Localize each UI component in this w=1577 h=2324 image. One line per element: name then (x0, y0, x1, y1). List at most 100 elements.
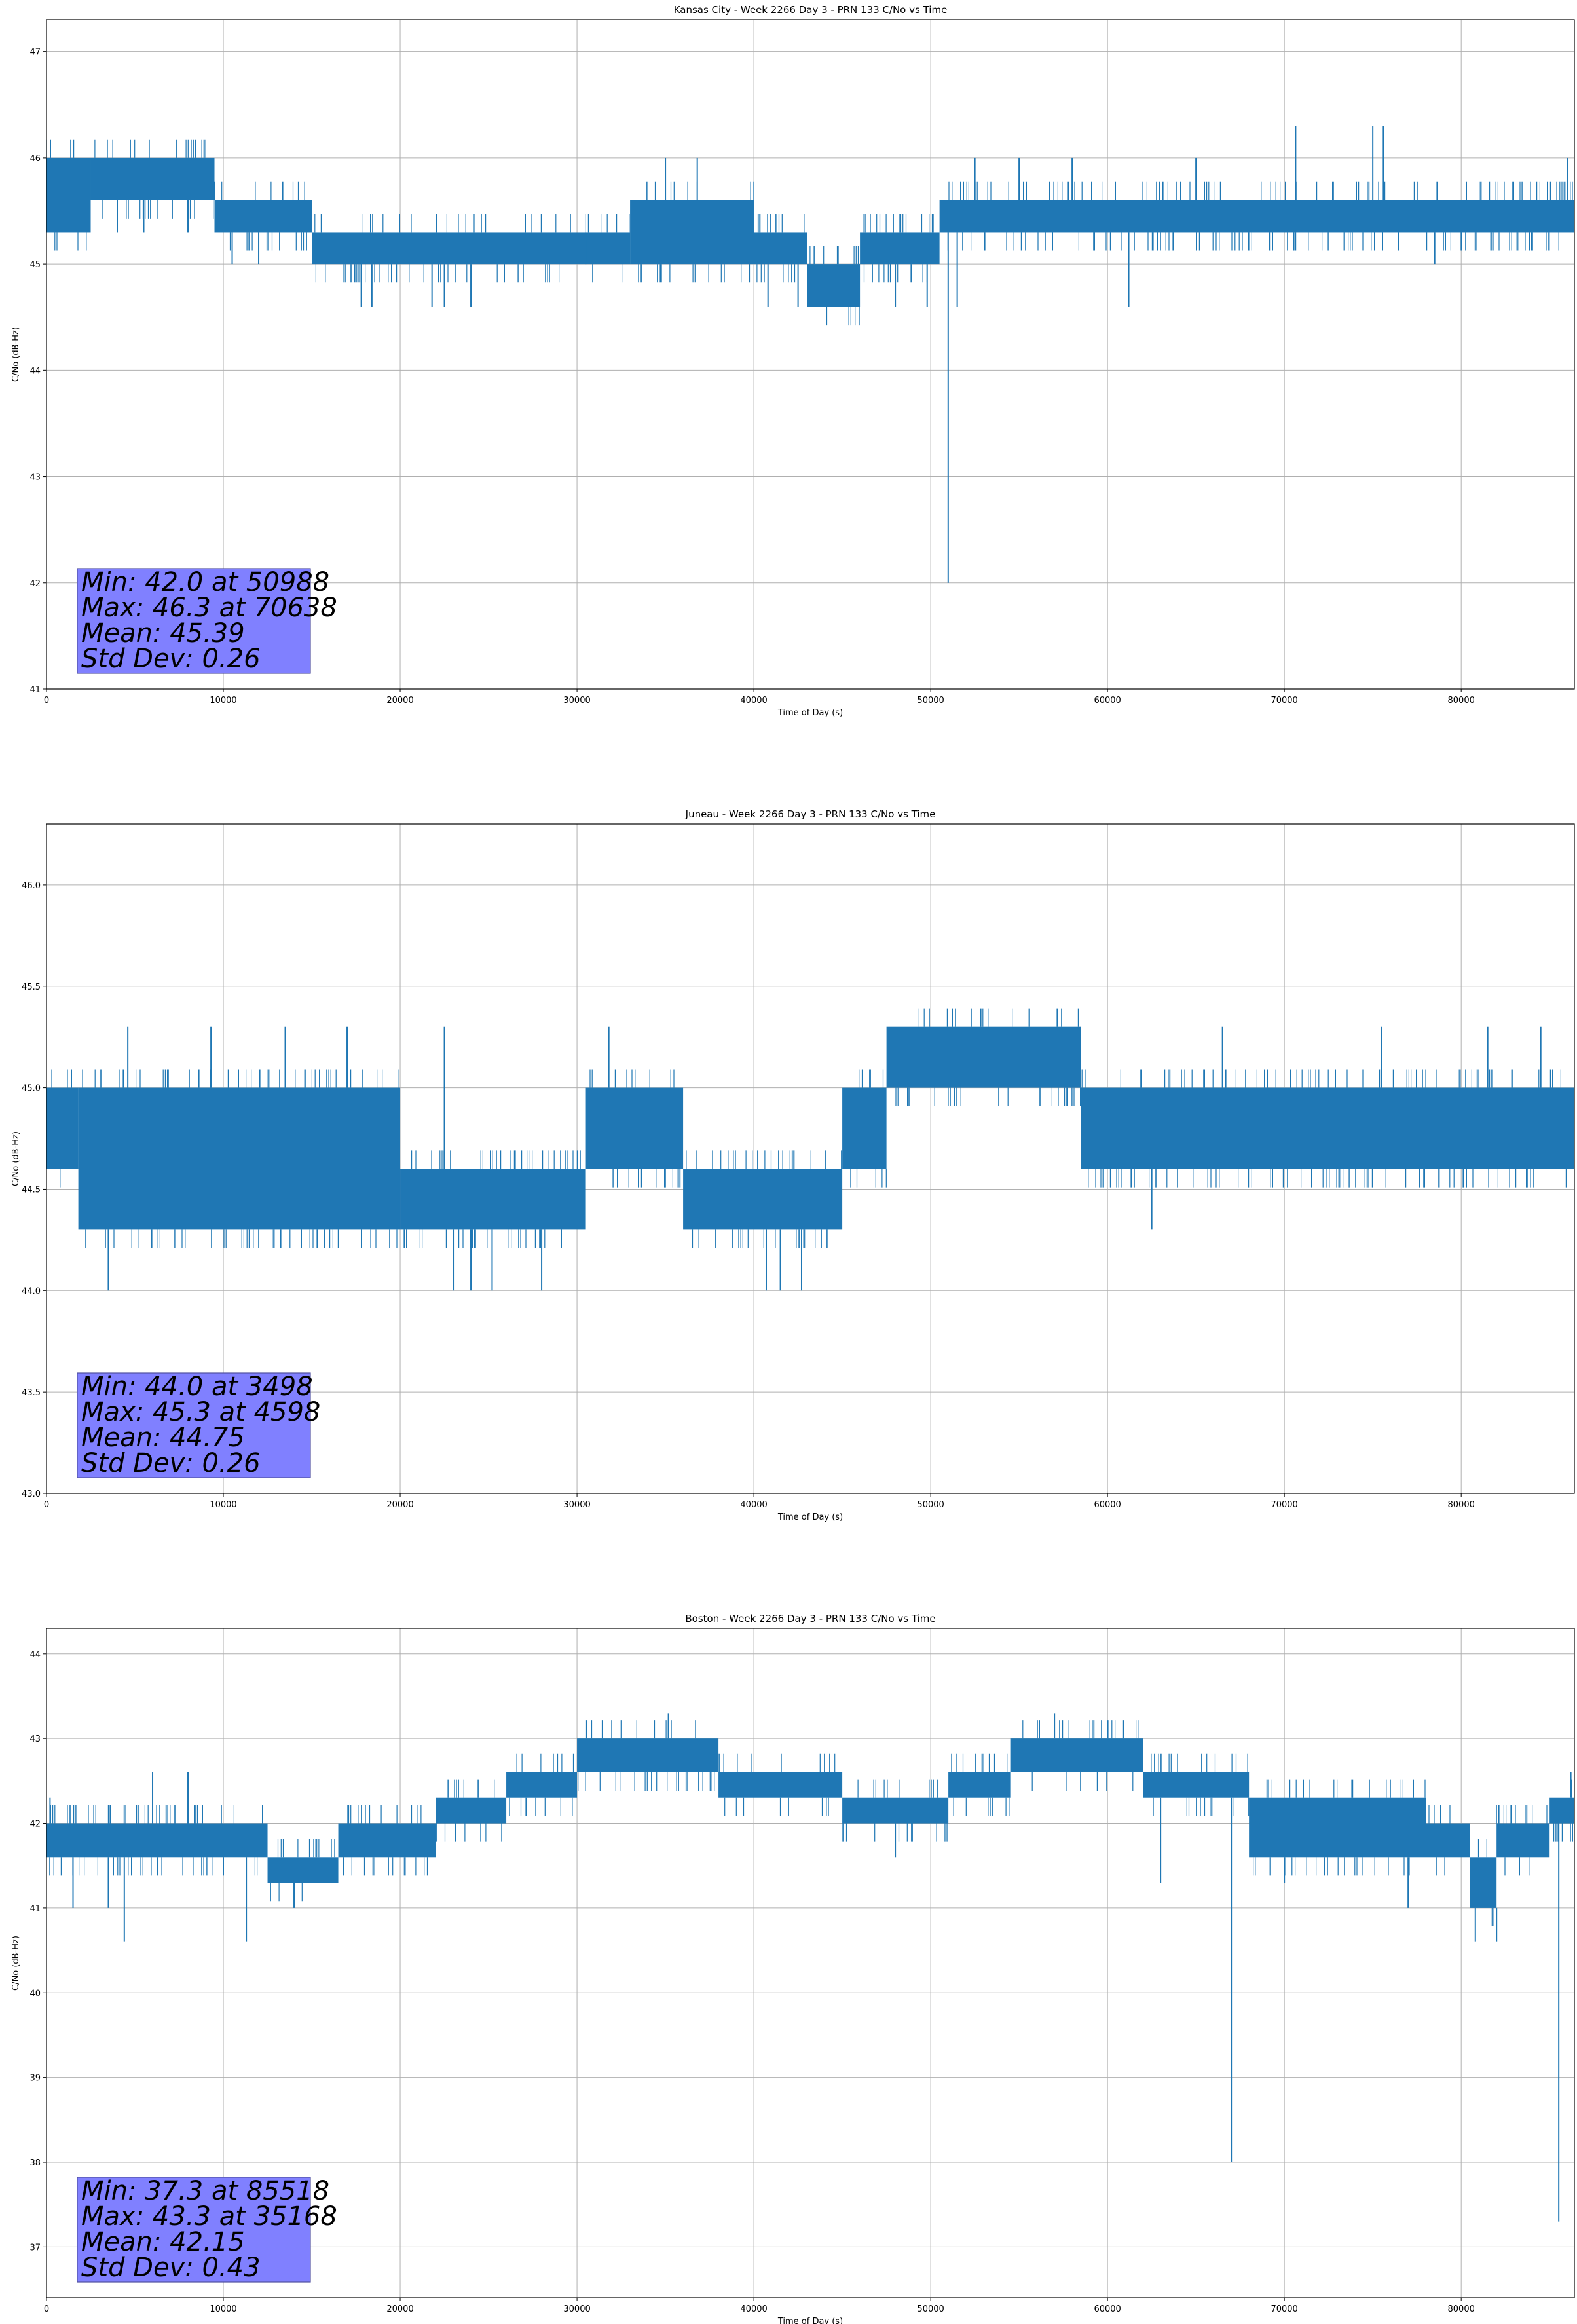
y-tick-label: 37 (29, 2243, 41, 2253)
boston-panel: 0 10000 20000 30000 40000 50000 60000 70000 8000… (11, 1613, 1575, 2324)
y-tick-label: 41 (29, 1904, 41, 1914)
x-tick-label: 20000 (386, 2304, 413, 2314)
x-tick-label: 60000 (1094, 1500, 1121, 1510)
x-axis: 0 10000 20000 30000 40000 50000 60000 70000 8000… (44, 2298, 1475, 2314)
y-tick-label: 44.5 (22, 1185, 41, 1195)
x-tick-label: 50000 (917, 1500, 944, 1510)
x-tick-label: 60000 (1094, 2304, 1121, 2314)
stats-box-background (77, 1372, 311, 1478)
series-band (1010, 1738, 1143, 1772)
series-band (807, 264, 861, 307)
y-axis: 37 38 39 40 41 42 43 44 (29, 1650, 46, 2253)
series-band (1549, 1797, 1574, 1824)
series-band (754, 232, 807, 265)
series-flicker (51, 1008, 1567, 1248)
stats-box-background (77, 2177, 311, 2283)
y-tick-label: 44 (29, 1650, 41, 1660)
x-tick-label: 40000 (740, 2304, 767, 2314)
series-band (338, 1823, 436, 1858)
x-tick-label: 60000 (1094, 696, 1121, 705)
x-tick-label: 0 (44, 1500, 49, 1510)
y-axis: 43.0 43.5 44.0 44.5 45.0 45.5 46.0 (22, 881, 46, 1499)
series-band (718, 1772, 843, 1798)
y-tick-label: 43 (29, 473, 41, 483)
y-tick-label: 42 (29, 1820, 41, 1829)
series-line (46, 126, 1574, 583)
stats-line: Mean: 45.39 (81, 618, 245, 648)
y-tick-label: 41 (29, 685, 41, 695)
chart-title: Juneau - Week 2266 Day 3 - PRN 133 C/No … (685, 808, 936, 820)
y-tick-label: 42 (29, 579, 41, 589)
x-tick-label: 30000 (563, 2304, 590, 2314)
series-line (46, 1008, 1574, 1291)
y-axis-label: C/No (dB-Hz) (11, 1936, 21, 1991)
x-tick-label: 10000 (210, 696, 236, 705)
y-tick-label: 47 (29, 48, 41, 58)
series-band (1249, 1797, 1426, 1858)
stats-line: Min: 37.3 at 85518 (81, 2176, 329, 2206)
y-tick-label: 45.5 (22, 983, 41, 992)
series-band (90, 157, 215, 200)
series-band (1496, 1823, 1550, 1858)
stats-line: Mean: 44.75 (81, 1423, 245, 1453)
kansas-city-panel: 0 10000 20000 30000 40000 50000 60000 70000 8000… (11, 4, 1575, 718)
stats-line: Mean: 42.15 (81, 2227, 245, 2257)
x-tick-label: 0 (44, 696, 49, 705)
y-tick-label: 44 (29, 366, 41, 376)
series-band (78, 1087, 401, 1230)
series-band (948, 1772, 1011, 1798)
axes-frame (46, 823, 1575, 1494)
y-tick-label: 38 (29, 2158, 41, 2168)
x-tick-label: 70000 (1271, 1500, 1297, 1510)
x-tick-label: 50000 (917, 2304, 944, 2314)
series-band (1426, 1823, 1470, 1858)
x-axis-label: Time of Day (s) (777, 708, 843, 718)
y-tick-label: 45 (29, 260, 41, 270)
series-band (939, 200, 1574, 233)
x-tick-label: 80000 (1448, 696, 1475, 705)
x-tick-label: 0 (44, 2304, 49, 2314)
x-tick-label: 20000 (386, 696, 413, 705)
y-tick-label: 46 (29, 154, 41, 164)
y-tick-label: 46.0 (22, 881, 41, 891)
series-band (506, 1772, 578, 1798)
series-band (1470, 1857, 1497, 1908)
x-tick-label: 70000 (1271, 2304, 1297, 2314)
y-tick-label: 40 (29, 1989, 41, 1998)
series-band (46, 1087, 79, 1169)
juneau-panel: 0 10000 20000 30000 40000 50000 60000 70000 8000… (11, 808, 1575, 1522)
x-tick-label: 80000 (1448, 2304, 1475, 2314)
y-tick-label: 43 (29, 1734, 41, 1744)
series-line (46, 1713, 1574, 2222)
x-tick-label: 50000 (917, 696, 944, 705)
x-tick-label: 40000 (740, 696, 767, 705)
series-band (46, 1823, 268, 1858)
x-axis: 0 10000 20000 30000 40000 50000 60000 70000 8000… (44, 1493, 1475, 1510)
axes-frame (46, 1628, 1575, 2298)
x-axis-label: Time of Day (s) (777, 2317, 843, 2324)
series-band (436, 1797, 507, 1824)
x-tick-label: 80000 (1448, 1500, 1475, 1510)
axes-frame (46, 19, 1575, 690)
stats-line: Min: 44.0 at 3498 (81, 1372, 313, 1402)
y-axis-label: C/No (dB-Hz) (11, 327, 21, 382)
y-tick-label: 43.5 (22, 1388, 41, 1398)
y-tick-label: 45.0 (22, 1084, 41, 1094)
y-axis: 41 42 43 44 45 46 47 (29, 48, 46, 695)
x-tick-label: 30000 (563, 1500, 590, 1510)
series-band (585, 1087, 684, 1169)
series-band (683, 1169, 843, 1230)
stats-line: Std Dev: 0.26 (81, 644, 261, 674)
x-tick-label: 10000 (210, 1500, 236, 1510)
series-band (214, 200, 312, 233)
series-band (312, 232, 631, 265)
x-tick-label: 30000 (563, 696, 590, 705)
stats-box-background (77, 568, 311, 674)
x-tick-label: 40000 (740, 1500, 767, 1510)
chart-title: Boston - Week 2266 Day 3 - PRN 133 C/No … (685, 1613, 935, 1624)
chart-title: Kansas City - Week 2266 Day 3 - PRN 133 … (674, 4, 948, 16)
series-band (1143, 1772, 1250, 1798)
